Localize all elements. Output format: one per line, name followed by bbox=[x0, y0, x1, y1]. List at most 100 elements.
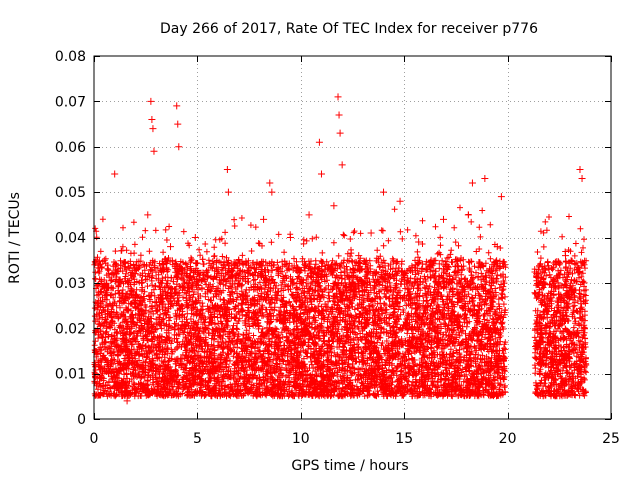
data-point bbox=[342, 288, 350, 296]
data-point bbox=[355, 252, 363, 260]
data-point bbox=[570, 306, 578, 314]
data-point bbox=[135, 342, 143, 350]
data-point bbox=[171, 297, 179, 305]
axis-ticks: 0 5 10 15 20 25 0 0.01 0.02 0.03 0.04 0.05 0.06 0.07 0… bbox=[55, 49, 620, 447]
data-point bbox=[158, 261, 166, 269]
data-point bbox=[229, 338, 237, 346]
data-point bbox=[464, 211, 472, 219]
data-point bbox=[214, 265, 222, 273]
data-point bbox=[545, 265, 553, 273]
y-tick-label: 0.05 bbox=[55, 185, 86, 201]
data-point bbox=[580, 279, 588, 287]
data-point bbox=[335, 111, 343, 119]
data-point bbox=[150, 147, 158, 155]
x-tick-label: 20 bbox=[499, 431, 517, 447]
data-point bbox=[317, 170, 325, 178]
y-tick-label: 0.01 bbox=[55, 367, 86, 383]
plot-frame bbox=[93, 55, 612, 420]
y-tick-label: 0.04 bbox=[55, 231, 86, 247]
data-point bbox=[204, 288, 212, 296]
data-point bbox=[408, 356, 416, 364]
data-point bbox=[421, 320, 429, 328]
data-point bbox=[109, 302, 117, 310]
data-point bbox=[415, 238, 423, 246]
data-point bbox=[541, 324, 549, 332]
scatter-cloud bbox=[91, 204, 590, 400]
data-point bbox=[361, 315, 369, 323]
data-point bbox=[191, 234, 199, 241]
x-tick-label: 15 bbox=[395, 431, 413, 447]
data-point bbox=[427, 256, 435, 264]
data-point bbox=[220, 306, 228, 314]
data-point bbox=[235, 256, 243, 264]
data-point bbox=[223, 165, 231, 173]
data-point bbox=[562, 252, 570, 260]
data-point bbox=[173, 102, 181, 110]
data-point bbox=[439, 215, 447, 223]
data-point bbox=[183, 279, 191, 287]
data-point bbox=[100, 256, 108, 264]
data-point bbox=[475, 306, 483, 314]
data-point bbox=[111, 170, 119, 178]
x-tick-label: 0 bbox=[90, 431, 99, 447]
data-point bbox=[98, 333, 106, 341]
data-point bbox=[446, 288, 454, 296]
data-point bbox=[148, 116, 156, 124]
data-point bbox=[384, 270, 392, 278]
data-point bbox=[338, 161, 346, 169]
data-point bbox=[553, 297, 561, 305]
data-point bbox=[373, 374, 381, 382]
data-point bbox=[468, 179, 476, 187]
data-point bbox=[147, 97, 155, 105]
data-point bbox=[402, 302, 410, 310]
data-point bbox=[493, 243, 501, 251]
y-axis-label: ROTI / TECUs bbox=[7, 192, 23, 284]
data-point bbox=[549, 379, 557, 387]
y-tick-label: 0.08 bbox=[55, 49, 86, 65]
data-point bbox=[293, 347, 301, 355]
data-point bbox=[280, 274, 288, 282]
data-point bbox=[566, 329, 574, 337]
data-point bbox=[305, 211, 313, 219]
data-point bbox=[266, 179, 274, 187]
data-point bbox=[349, 351, 356, 359]
data-point bbox=[127, 324, 135, 332]
data-point bbox=[497, 193, 505, 201]
data-point bbox=[578, 175, 586, 183]
y-tick-label: 0.06 bbox=[55, 140, 86, 156]
data-point bbox=[334, 93, 342, 101]
data-point bbox=[299, 297, 307, 305]
data-point bbox=[499, 356, 507, 364]
data-points bbox=[91, 93, 588, 405]
data-point bbox=[247, 283, 255, 291]
data-point bbox=[123, 397, 131, 405]
data-point bbox=[487, 342, 495, 350]
data-point bbox=[330, 202, 338, 210]
data-point bbox=[324, 361, 332, 369]
data-point bbox=[210, 370, 218, 378]
data-point bbox=[167, 243, 175, 251]
data-point bbox=[268, 188, 276, 196]
data-point bbox=[433, 365, 441, 373]
data-point bbox=[241, 356, 249, 364]
data-point bbox=[144, 211, 152, 219]
data-point bbox=[187, 329, 195, 337]
data-point bbox=[131, 270, 139, 278]
data-point bbox=[198, 342, 206, 350]
data-point bbox=[253, 320, 261, 328]
data-point bbox=[452, 333, 460, 341]
y-tick-label: 0.07 bbox=[55, 94, 86, 110]
x-tick-label: 10 bbox=[292, 431, 310, 447]
data-point bbox=[574, 365, 582, 373]
data-point bbox=[481, 175, 489, 183]
y-tick-label: 0.03 bbox=[55, 276, 86, 292]
data-point bbox=[533, 270, 541, 278]
data-point bbox=[154, 315, 162, 323]
data-point bbox=[311, 324, 319, 332]
data-point bbox=[104, 370, 112, 378]
data-point bbox=[93, 315, 101, 323]
scatter-cloud-markers bbox=[91, 204, 590, 400]
data-point bbox=[274, 333, 282, 341]
